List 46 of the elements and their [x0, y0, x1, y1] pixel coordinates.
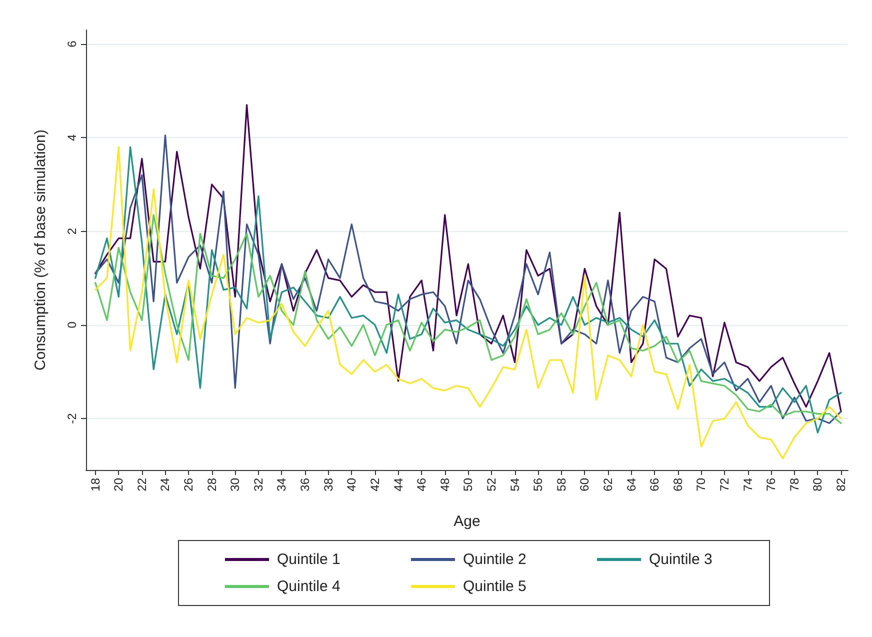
- x-tick-label: 54: [508, 478, 522, 492]
- x-tick-label: 64: [624, 478, 638, 492]
- x-tick-label: 46: [414, 478, 429, 492]
- x-tick-label: 74: [740, 478, 755, 492]
- x-tick-label: 80: [810, 478, 825, 492]
- x-tick-label: 26: [182, 478, 196, 492]
- legend-label: Quintile 4: [277, 578, 340, 595]
- y-tick-label: 2: [65, 228, 79, 235]
- x-tick-label: 82: [834, 478, 848, 492]
- x-tick-label: 68: [670, 478, 685, 492]
- legend-label: Quintile 3: [649, 551, 712, 568]
- legend-label: Quintile 5: [463, 578, 526, 595]
- legend-label: Quintile 2: [463, 551, 526, 568]
- x-tick-label: 32: [251, 478, 266, 492]
- y-tick-label: -2: [65, 412, 79, 424]
- x-tick-label: 52: [484, 478, 498, 492]
- x-tick-label: 58: [554, 478, 568, 492]
- x-axis-title: Age: [454, 513, 480, 530]
- y-tick-label: 4: [65, 134, 79, 142]
- y-tick-label: 6: [65, 40, 79, 48]
- line-series: [94, 214, 842, 424]
- y-tick-label: 0: [65, 321, 79, 328]
- x-tick-label: 20: [112, 478, 126, 492]
- x-tick-label: 36: [298, 478, 312, 492]
- x-tick-label: 28: [204, 478, 219, 492]
- x-tick-label: 70: [694, 478, 708, 492]
- x-tick-label: 48: [438, 478, 452, 492]
- x-tick-label: 42: [368, 478, 382, 492]
- x-tick-label: 72: [717, 478, 732, 492]
- x-tick-label: 56: [531, 478, 546, 492]
- y-axis-title: Consumption (% of base simulation): [32, 130, 49, 370]
- x-tick-label: 76: [764, 478, 778, 492]
- x-tick-label: 38: [321, 478, 336, 492]
- x-tick-label: 22: [134, 478, 149, 492]
- x-tick-label: 50: [461, 478, 476, 492]
- x-tick-label: 40: [344, 478, 359, 492]
- x-tick-label: 34: [274, 478, 289, 492]
- x-tick-label: 18: [88, 478, 102, 492]
- x-tick-label: 24: [158, 478, 172, 492]
- x-tick-label: 62: [600, 478, 615, 492]
- legend-label: Quintile 1: [277, 551, 340, 568]
- x-tick-label: 44: [391, 478, 406, 492]
- x-tick-label: 66: [648, 478, 662, 492]
- x-tick-label: 60: [578, 478, 592, 492]
- x-tick-label: 30: [228, 478, 242, 492]
- x-tick-label: 78: [787, 478, 802, 492]
